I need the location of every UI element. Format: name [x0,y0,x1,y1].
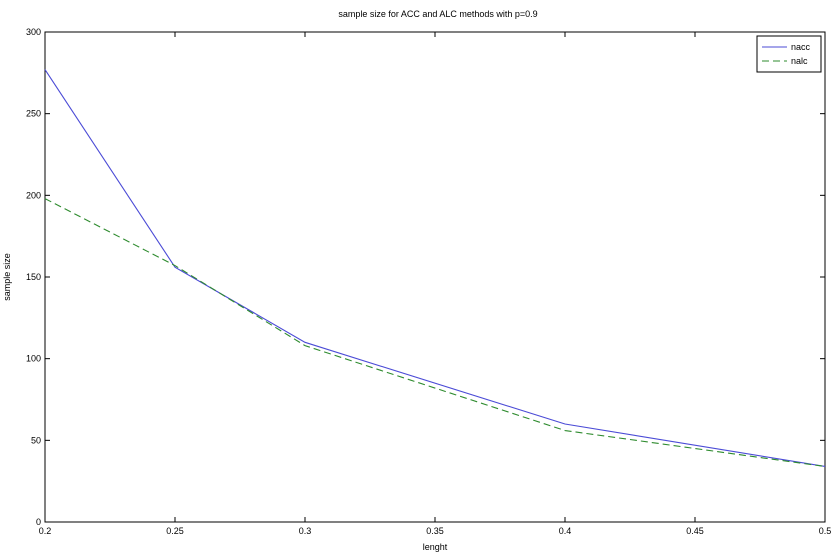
chart-title: sample size for ACC and ALC methods with… [338,9,537,19]
x-tick-label: 0.3 [299,526,312,536]
series-line-nalc [44,198,826,468]
y-tick-label: 0 [36,517,41,527]
x-tick-label: 0.4 [559,526,572,536]
series-line-nacc [44,69,826,468]
x-axis: 0.2 0.25 0.3 0.35 0.4 0.45 0.5 [39,32,832,536]
x-tick-label: 0.45 [686,526,704,536]
y-axis-title: sample size [2,253,12,301]
legend: nacc nalc [756,35,822,73]
x-axis-title: lenght [423,542,448,552]
y-tick-label: 200 [26,190,41,200]
x-tick-label: 0.2 [39,526,52,536]
y-tick-label: 100 [26,354,41,364]
y-tick-label: 150 [26,272,41,282]
y-tick-label: 50 [31,435,41,445]
x-tick-label: 0.5 [819,526,832,536]
legend-label-nalc: nalc [791,56,808,66]
y-axis: 0 50 100 150 200 250 300 [26,27,825,527]
plot-area [44,31,826,523]
y-tick-label: 300 [26,27,41,37]
series-layer [44,69,826,468]
x-tick-label: 0.25 [166,526,184,536]
legend-label-nacc: nacc [791,42,811,52]
x-tick-label: 0.35 [426,526,444,536]
y-tick-label: 250 [26,109,41,119]
legend-box [756,35,822,73]
